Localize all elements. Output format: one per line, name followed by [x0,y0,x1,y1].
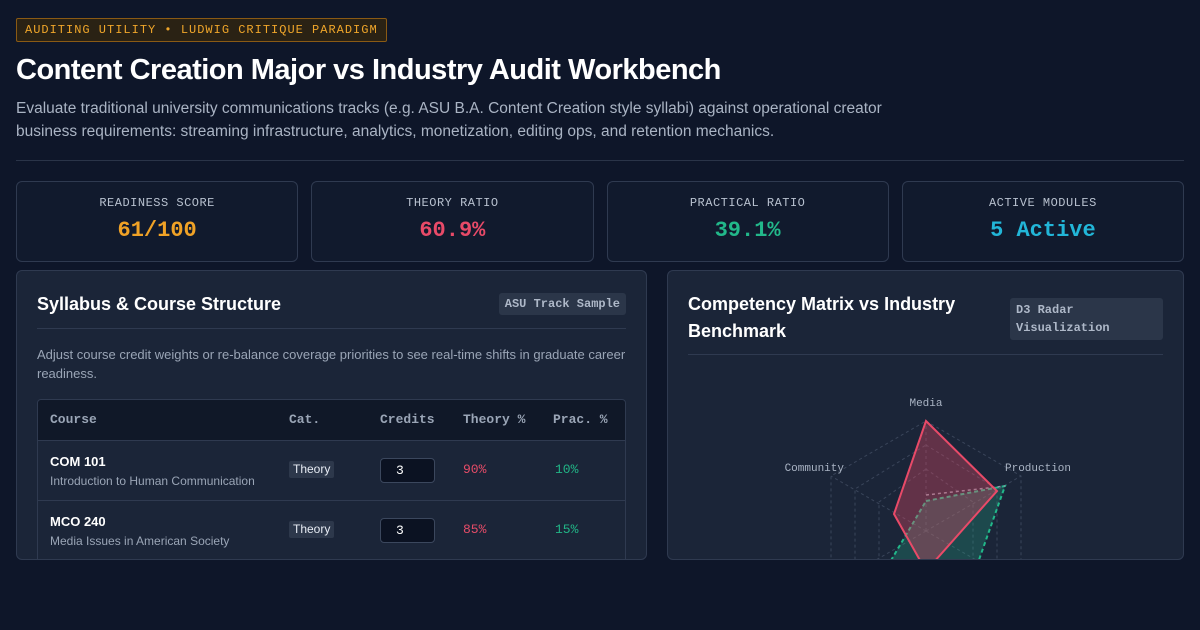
page-title: Content Creation Major vs Industry Audit… [16,54,721,86]
header-divider [16,160,1184,161]
radar-visualization-chip: D3 Radar Visualization [1010,298,1163,340]
stat-label: READINESS SCORE [99,196,215,210]
stat-card-readiness: READINESS SCORE 61/100 [16,181,299,262]
course-name: Introduction to Human Communication [50,474,255,488]
benchmark-series-line [925,485,1006,496]
credits-input[interactable] [380,458,435,483]
competency-panel: Competency Matrix vs Industry Benchmark … [667,270,1184,560]
curriculum-series-area [892,419,999,559]
stat-card-practical: PRACTICAL RATIO 39.1% [606,181,889,262]
panel-divider [688,354,1163,355]
column-header-course: Course [50,412,97,427]
stat-value: 39.1% [714,218,781,243]
page-subtitle: Evaluate traditional university communic… [16,100,882,140]
stat-value: 61/100 [117,218,197,243]
syllabus-panel: Syllabus & Course Structure ASU Track Sa… [16,270,647,560]
column-header-theory: Theory % [463,412,526,427]
course-code: MCO 240 [50,514,106,529]
stat-card-theory: THEORY RATIO 60.9% [311,181,594,262]
practical-percent: 10% [555,462,579,477]
course-table: Course Cat. Credits Theory % Prac. % COM… [37,399,626,559]
credits-input[interactable] [380,518,435,543]
radar-axis-label: Media [909,398,942,410]
stat-value: 5 Active [990,218,1096,243]
radar-chart: Media Production Community [668,371,1183,559]
column-header-practical: Prac. % [553,412,608,427]
stat-label: THEORY RATIO [406,196,499,210]
table-row: MCO 240 Media Issues in American Society… [38,501,625,559]
stat-label: ACTIVE MODULES [988,196,1097,210]
stats-row: READINESS SCORE 61/100 THEORY RATIO 60.9… [16,181,1184,262]
track-sample-chip: ASU Track Sample [498,293,626,315]
competency-panel-title: Competency Matrix vs Industry Benchmark [688,294,956,341]
column-header-credits: Credits [380,412,435,427]
radar-svg: Media Production Community [785,398,1071,559]
stat-label: PRACTICAL RATIO [689,196,806,210]
radar-axis-label: Production [1005,463,1071,475]
radar-axis-label: Community [785,463,845,475]
theory-percent: 90% [463,462,487,477]
theory-percent: 85% [463,522,487,537]
table-header: Course Cat. Credits Theory % Prac. % [38,400,625,441]
benchmark-series-area [890,484,1007,559]
category-badge: Theory [289,461,335,478]
stat-card-modules: ACTIVE MODULES 5 Active [901,181,1184,262]
stat-value: 60.9% [419,218,486,243]
table-row: COM 101 Introduction to Human Communicat… [38,441,625,501]
panel-divider [37,328,626,329]
practical-percent: 15% [555,522,579,537]
course-name: Media Issues in American Society [50,534,230,548]
auditing-tag: AUDITING UTILITY • LUDWIG CRITIQUE PARAD… [16,18,387,42]
syllabus-description: Adjust course credit weights or re-balan… [37,347,626,381]
course-code: COM 101 [50,454,106,469]
category-badge: Theory [289,521,335,538]
column-header-category: Cat. [289,412,321,427]
syllabus-panel-title: Syllabus & Course Structure [37,294,282,314]
